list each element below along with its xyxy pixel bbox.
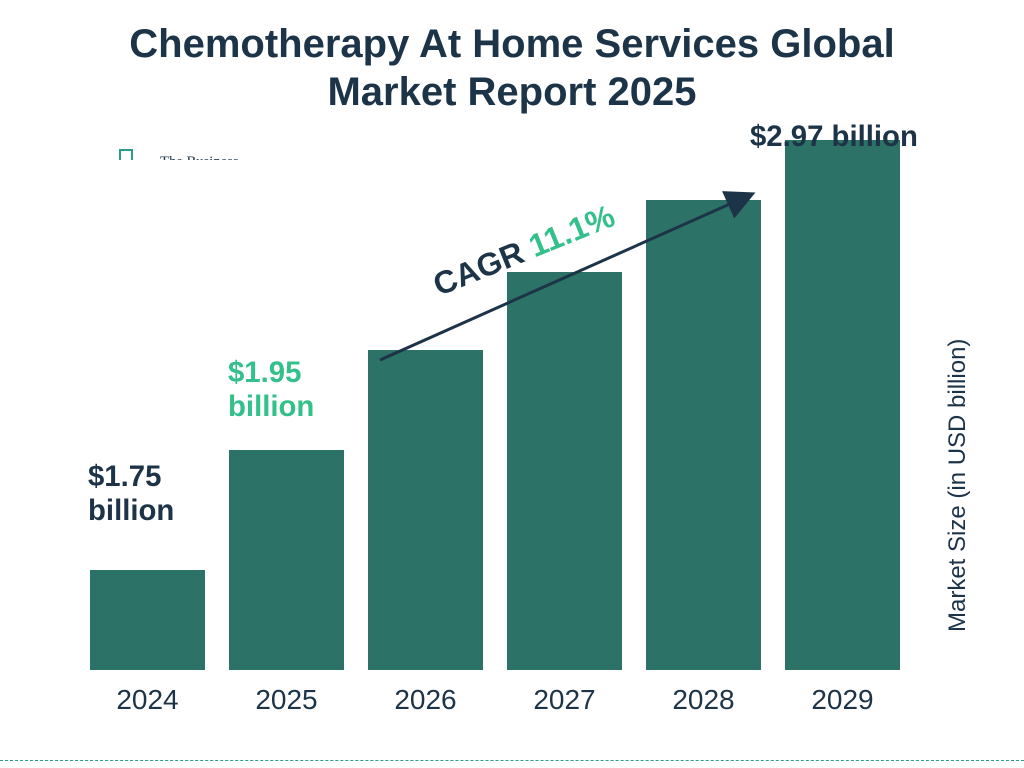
chart-canvas: Chemotherapy At Home Services Global Mar… [0, 0, 1024, 768]
x-label-2028: 2028 [646, 684, 761, 716]
trend-arrow [0, 0, 1024, 768]
value-label-0: $1.75billion [88, 460, 174, 527]
value-label-1: $1.95billion [228, 356, 314, 423]
x-label-2025: 2025 [229, 684, 344, 716]
footer-dashed-rule [0, 760, 1024, 761]
x-label-2026: 2026 [368, 684, 483, 716]
x-label-2024: 2024 [90, 684, 205, 716]
x-label-2029: 2029 [785, 684, 900, 716]
value-label-2: $2.97 billion [750, 120, 918, 154]
x-label-2027: 2027 [507, 684, 622, 716]
